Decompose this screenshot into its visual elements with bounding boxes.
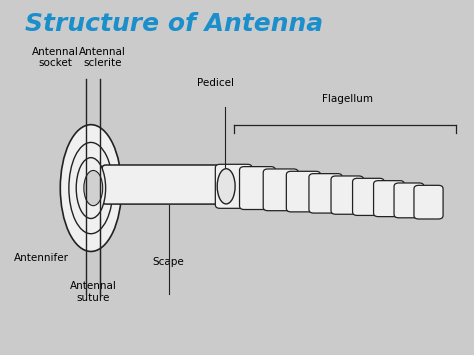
Ellipse shape <box>84 170 103 206</box>
FancyBboxPatch shape <box>215 164 252 208</box>
Text: Antennal
sclerite: Antennal sclerite <box>79 47 126 68</box>
Text: Structure of Antenna: Structure of Antenna <box>25 12 323 36</box>
Text: Antennal
suture: Antennal suture <box>70 282 117 303</box>
Text: Flagellum: Flagellum <box>322 93 373 104</box>
FancyBboxPatch shape <box>102 165 219 204</box>
Text: Pedicel: Pedicel <box>197 78 234 88</box>
Text: Scape: Scape <box>153 257 184 267</box>
FancyBboxPatch shape <box>331 176 364 214</box>
FancyBboxPatch shape <box>414 185 443 219</box>
Ellipse shape <box>217 169 235 204</box>
Ellipse shape <box>69 142 113 234</box>
Text: Antennifer: Antennifer <box>14 253 69 263</box>
Ellipse shape <box>76 158 106 218</box>
FancyBboxPatch shape <box>374 181 404 217</box>
Ellipse shape <box>60 125 121 251</box>
FancyBboxPatch shape <box>239 166 275 209</box>
FancyBboxPatch shape <box>309 174 342 213</box>
FancyBboxPatch shape <box>353 178 384 215</box>
FancyBboxPatch shape <box>263 169 298 211</box>
Text: Antennal
socket: Antennal socket <box>32 47 79 68</box>
FancyBboxPatch shape <box>286 171 320 212</box>
FancyBboxPatch shape <box>394 183 424 218</box>
